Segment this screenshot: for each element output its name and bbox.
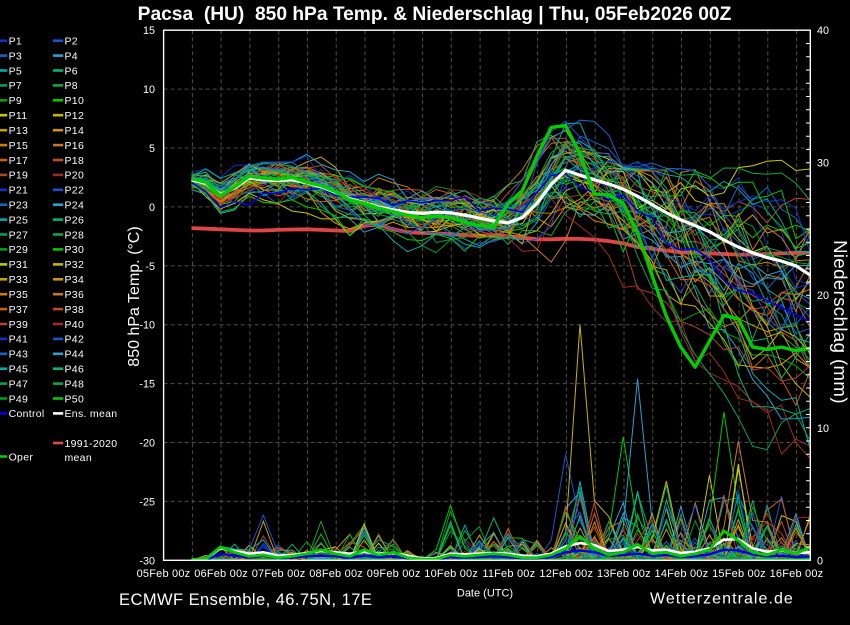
svg-text:P3: P3: [9, 50, 22, 62]
svg-text:P37: P37: [9, 304, 29, 316]
svg-text:16Feb 00z: 16Feb 00z: [770, 568, 824, 580]
svg-text:11Feb 00z: 11Feb 00z: [482, 568, 535, 580]
svg-text:P22: P22: [65, 185, 85, 197]
svg-text:10: 10: [143, 84, 155, 96]
svg-text:P21: P21: [9, 185, 29, 197]
svg-text:-10: -10: [139, 320, 155, 332]
svg-text:P41: P41: [9, 334, 29, 346]
svg-text:P11: P11: [9, 110, 28, 122]
svg-text:P29: P29: [9, 244, 29, 256]
svg-text:P44: P44: [65, 349, 85, 361]
svg-text:-25: -25: [139, 496, 155, 508]
svg-text:-15: -15: [139, 379, 155, 391]
svg-text:P31: P31: [9, 259, 29, 271]
svg-text:P1: P1: [9, 36, 22, 48]
svg-text:P12: P12: [65, 110, 85, 122]
svg-text:30: 30: [817, 158, 829, 170]
svg-text:P36: P36: [65, 289, 85, 301]
svg-text:P17: P17: [9, 155, 29, 167]
svg-text:Control: Control: [9, 408, 45, 420]
svg-text:P20: P20: [65, 170, 85, 182]
svg-text:-30: -30: [139, 555, 155, 567]
svg-text:Wetterzentrale.de: Wetterzentrale.de: [650, 591, 794, 608]
svg-text:08Feb 00z: 08Feb 00z: [309, 568, 363, 580]
svg-text:07Feb 00z: 07Feb 00z: [252, 568, 306, 580]
svg-text:09Feb 00z: 09Feb 00z: [367, 568, 421, 580]
svg-text:06Feb 00z: 06Feb 00z: [194, 568, 248, 580]
svg-text:P10: P10: [65, 95, 85, 107]
svg-text:Ens. mean: Ens. mean: [65, 408, 118, 420]
svg-text:P26: P26: [65, 214, 85, 226]
svg-text:P38: P38: [65, 304, 85, 316]
svg-text:P39: P39: [9, 319, 29, 331]
svg-text:Pacsa (HU) 850 hPa Temp. & N: Pacsa (HU) 850 hPa Temp. & Niederschlag …: [138, 4, 732, 25]
svg-text:P49: P49: [9, 393, 29, 405]
svg-text:15: 15: [143, 25, 155, 37]
svg-text:P7: P7: [9, 80, 22, 92]
svg-text:5: 5: [149, 143, 155, 155]
svg-text:P42: P42: [65, 334, 85, 346]
svg-text:P19: P19: [9, 170, 29, 182]
svg-text:P15: P15: [9, 140, 29, 152]
svg-text:P33: P33: [9, 274, 29, 286]
svg-text:P34: P34: [65, 274, 85, 286]
svg-text:P25: P25: [9, 214, 29, 226]
svg-text:40: 40: [817, 25, 829, 37]
svg-text:P35: P35: [9, 289, 29, 301]
svg-text:P40: P40: [65, 319, 85, 331]
svg-text:P30: P30: [65, 244, 85, 256]
svg-text:P47: P47: [9, 378, 29, 390]
svg-text:P46: P46: [65, 364, 85, 376]
svg-text:13Feb 00z: 13Feb 00z: [597, 568, 651, 580]
svg-text:P24: P24: [65, 200, 85, 212]
svg-text:14Feb 00z: 14Feb 00z: [655, 568, 709, 580]
svg-text:P23: P23: [9, 200, 29, 212]
svg-text:20: 20: [817, 290, 829, 302]
svg-text:P50: P50: [65, 393, 85, 405]
svg-text:ECMWF Ensemble, 46.75N, 17E: ECMWF Ensemble, 46.75N, 17E: [119, 591, 372, 609]
svg-text:P27: P27: [9, 229, 29, 241]
svg-text:10Feb 00z: 10Feb 00z: [424, 568, 478, 580]
svg-text:P4: P4: [65, 50, 78, 62]
svg-text:10: 10: [817, 423, 829, 435]
svg-text:-20: -20: [139, 438, 155, 450]
svg-text:mean: mean: [65, 452, 92, 464]
svg-text:Oper: Oper: [9, 452, 34, 464]
svg-text:0: 0: [817, 555, 823, 567]
svg-text:P43: P43: [9, 349, 29, 361]
svg-text:P5: P5: [9, 65, 22, 77]
svg-text:-5: -5: [145, 261, 155, 273]
svg-text:P8: P8: [65, 80, 78, 92]
svg-text:P32: P32: [65, 259, 85, 271]
svg-text:05Feb 00z: 05Feb 00z: [137, 568, 191, 580]
svg-text:P28: P28: [65, 229, 85, 241]
svg-text:1991-2020: 1991-2020: [65, 438, 118, 450]
svg-text:P16: P16: [65, 140, 85, 152]
svg-text:Date (UTC): Date (UTC): [457, 588, 513, 600]
svg-text:P6: P6: [65, 65, 78, 77]
svg-text:850 hPa Temp. (°C): 850 hPa Temp. (°C): [126, 226, 143, 366]
svg-text:Niederschlag (mm): Niederschlag (mm): [830, 240, 850, 404]
svg-text:P9: P9: [9, 95, 22, 107]
svg-text:0: 0: [149, 202, 155, 214]
svg-text:12Feb 00z: 12Feb 00z: [539, 568, 593, 580]
svg-text:15Feb 00z: 15Feb 00z: [712, 568, 766, 580]
svg-text:P2: P2: [65, 36, 78, 48]
svg-text:P45: P45: [9, 364, 29, 376]
svg-text:P18: P18: [65, 155, 85, 167]
svg-text:P14: P14: [65, 125, 85, 137]
svg-text:P13: P13: [9, 125, 29, 137]
svg-text:P48: P48: [65, 378, 85, 390]
